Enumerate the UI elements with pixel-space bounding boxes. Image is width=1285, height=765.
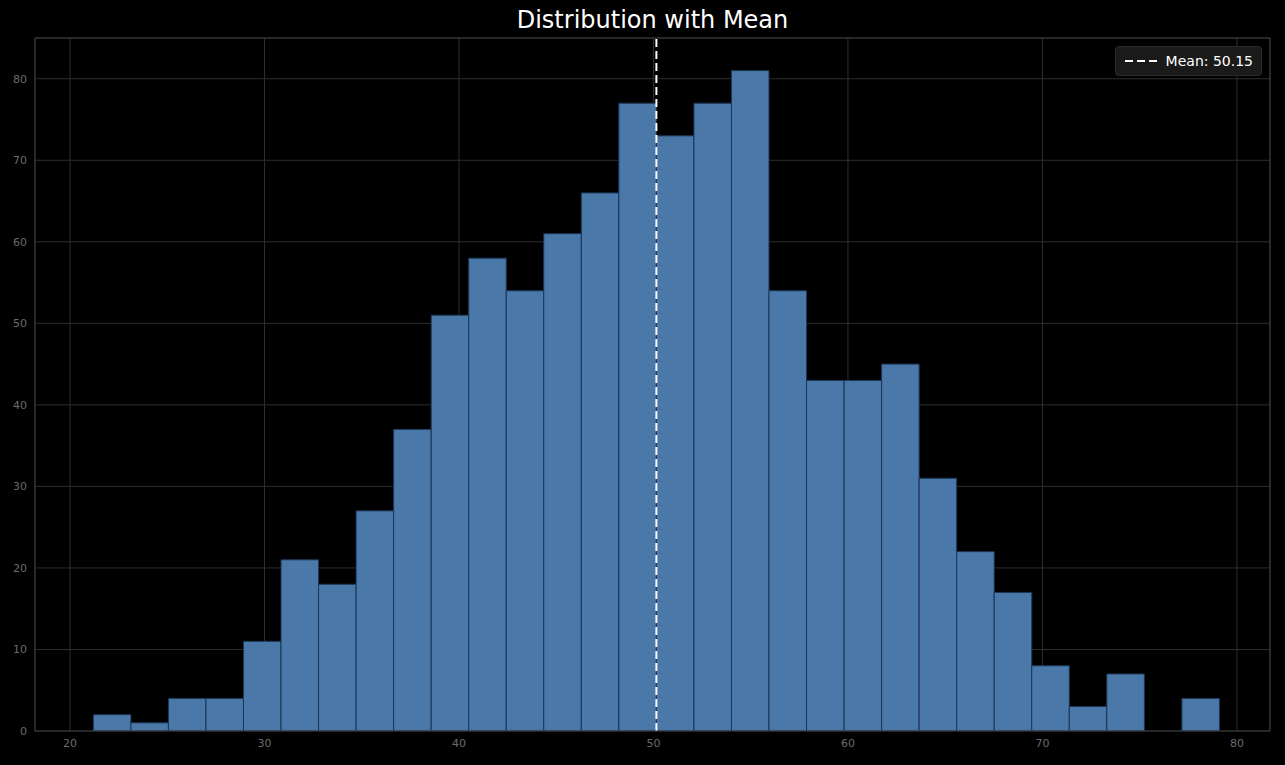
svg-text:70: 70 bbox=[1035, 737, 1049, 750]
svg-text:60: 60 bbox=[841, 737, 855, 750]
html-text:Distribution with Mean: Distribution with Mean bbox=[516, 6, 789, 34]
svg-text:40: 40 bbox=[452, 737, 466, 750]
svg-text:80: 80 bbox=[13, 73, 27, 86]
svg-text:30: 30 bbox=[13, 480, 27, 493]
svg-text:80: 80 bbox=[1230, 737, 1244, 750]
svg-text:70: 70 bbox=[13, 154, 27, 167]
svg-text:0: 0 bbox=[20, 725, 27, 738]
svg-text:40: 40 bbox=[13, 399, 27, 412]
svg-text:60: 60 bbox=[13, 236, 27, 249]
html-text:Mean: 50.15: Mean: 50.15 bbox=[1165, 53, 1253, 69]
svg-text:20: 20 bbox=[63, 737, 77, 750]
svg-text:50: 50 bbox=[646, 737, 660, 750]
svg-text:20: 20 bbox=[13, 562, 27, 575]
svg-text:50: 50 bbox=[13, 317, 27, 330]
svg-text:10: 10 bbox=[13, 643, 27, 656]
svg-text:30: 30 bbox=[257, 737, 271, 750]
